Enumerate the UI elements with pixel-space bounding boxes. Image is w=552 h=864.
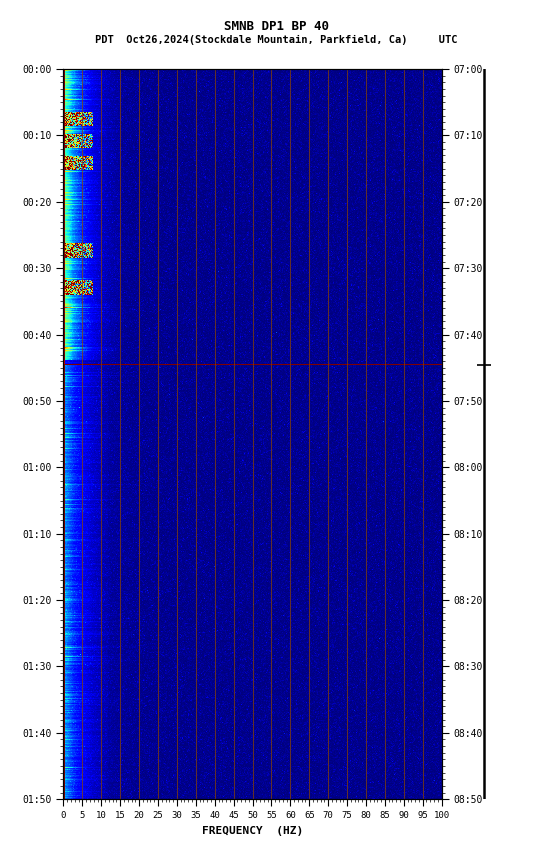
Text: PDT  Oct26,2024(Stockdale Mountain, Parkfield, Ca)     UTC: PDT Oct26,2024(Stockdale Mountain, Parkf…: [95, 35, 457, 45]
Text: SMNB DP1 BP 40: SMNB DP1 BP 40: [224, 20, 328, 33]
X-axis label: FREQUENCY  (HZ): FREQUENCY (HZ): [202, 826, 303, 835]
